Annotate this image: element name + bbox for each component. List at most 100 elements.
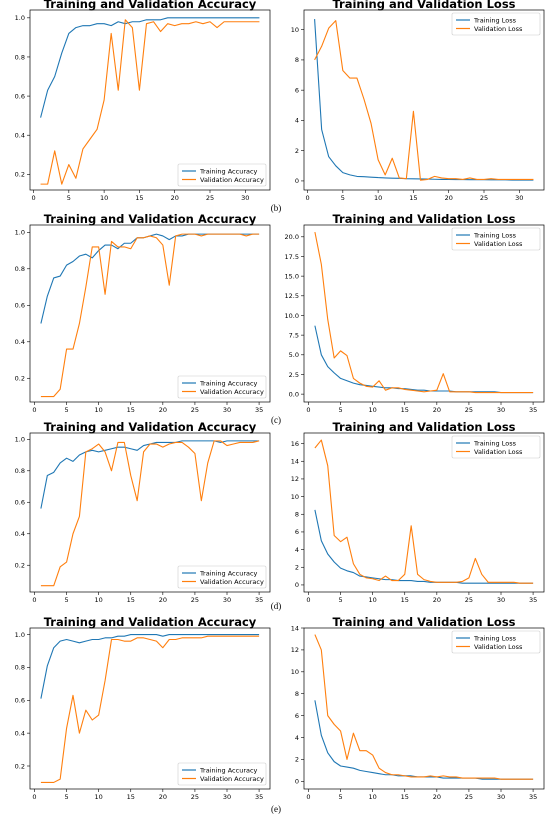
- x-tick-label: 10: [369, 596, 377, 604]
- legend-box: [177, 163, 267, 187]
- x-tick-label: 5: [339, 793, 343, 801]
- legend-label: Validation Loss: [474, 240, 523, 248]
- x-tick-label: 35: [529, 793, 537, 801]
- x-tick-label: 0: [31, 194, 35, 202]
- x-tick-label: 35: [255, 793, 263, 801]
- x-tick-label: 20: [433, 793, 441, 801]
- chart-2: Training and Validation Accuracy 0 5 10 15 20…: [15, 212, 271, 414]
- series-line-validation: [40, 19, 260, 185]
- legend-label: Validation Accuracy: [200, 388, 264, 396]
- y-tick-label: 0.8: [15, 265, 25, 273]
- legend-label: Validation Accuracy: [200, 775, 264, 783]
- series-line-training: [314, 700, 534, 780]
- y-tick-label: 2: [295, 756, 299, 764]
- legend-box: [177, 762, 267, 786]
- y-tick-label: 4: [295, 734, 299, 742]
- x-tick-label: 35: [255, 406, 263, 414]
- series-line-training: [40, 233, 260, 324]
- series-line-validation: [40, 233, 260, 398]
- chart-3: Training and Validation Loss 0 5 10 15 20 25 30…: [285, 212, 545, 414]
- x-tick-label: 30: [223, 596, 231, 604]
- chart-4: Training and Validation Accuracy 0 5 10 15 20…: [15, 420, 271, 604]
- chart-title: Training and Validation Accuracy: [44, 0, 257, 11]
- y-tick-label: 0.4: [15, 729, 25, 737]
- legend-box: [177, 375, 267, 399]
- x-tick-label: 0: [306, 406, 310, 414]
- legend-label: Training Loss: [473, 634, 517, 642]
- x-tick-label: 20: [433, 406, 441, 414]
- plot-frame: [303, 9, 545, 191]
- x-tick-label: 0: [32, 406, 36, 414]
- legend-label: Training Accuracy: [199, 167, 258, 175]
- y-tick-label: 7.5: [289, 331, 299, 339]
- plot-frame: [29, 224, 271, 403]
- legend-label: Validation Loss: [474, 448, 523, 456]
- y-tick-label: 0.2: [15, 762, 25, 770]
- x-tick-label: 10: [95, 793, 103, 801]
- y-tick-label: 1.0: [15, 436, 25, 444]
- chart-title: Training and Validation Accuracy: [44, 420, 257, 434]
- x-tick-label: 25: [465, 793, 473, 801]
- y-tick-label: 6: [295, 86, 299, 94]
- caption-c: (c): [271, 415, 281, 425]
- y-tick-label: 4: [295, 117, 299, 125]
- y-tick-label: 0.6: [15, 302, 25, 310]
- series-line-training: [40, 634, 260, 699]
- legend-label: Training Loss: [473, 16, 517, 24]
- chart-0: Training and Validation Accuracy 0 5 10 15 20…: [15, 0, 271, 202]
- legend-box: [451, 435, 541, 459]
- y-tick-label: 14: [291, 458, 299, 466]
- x-tick-label: 20: [159, 793, 167, 801]
- plot-frame: [29, 9, 271, 191]
- chart-title: Training and Validation Accuracy: [44, 212, 257, 226]
- y-tick-label: 0.2: [15, 562, 25, 570]
- y-tick-label: 6: [295, 712, 299, 720]
- y-tick-label: 2.5: [289, 371, 299, 379]
- legend-box: [451, 12, 541, 36]
- x-tick-label: 15: [409, 194, 417, 202]
- plot-frame: [29, 627, 271, 790]
- x-tick-label: 15: [135, 194, 143, 202]
- y-tick-label: 4: [295, 546, 299, 554]
- x-tick-label: 25: [206, 194, 214, 202]
- series-line-validation: [40, 440, 260, 587]
- y-tick-label: 8: [295, 511, 299, 519]
- x-tick-label: 5: [65, 406, 69, 414]
- x-tick-label: 20: [171, 194, 179, 202]
- x-tick-label: 5: [341, 194, 345, 202]
- y-tick-label: 20.0: [285, 233, 299, 241]
- series-line-validation: [40, 635, 260, 783]
- x-tick-label: 30: [223, 793, 231, 801]
- y-tick-label: 17.5: [285, 253, 299, 261]
- y-tick-label: 0.0: [289, 390, 299, 398]
- legend-box: [177, 565, 267, 589]
- x-tick-label: 0: [306, 596, 310, 604]
- legend-box: [451, 227, 541, 251]
- y-tick-label: 0.6: [15, 92, 25, 100]
- series-line-validation: [314, 20, 534, 181]
- series-line-training: [40, 440, 260, 509]
- y-tick-label: 10: [291, 26, 299, 34]
- series-line-validation: [314, 634, 534, 780]
- x-tick-label: 30: [223, 406, 231, 414]
- x-tick-label: 20: [433, 596, 441, 604]
- y-tick-label: 10.0: [285, 312, 299, 320]
- x-tick-label: 0: [305, 194, 309, 202]
- x-tick-label: 5: [67, 194, 71, 202]
- y-tick-label: 0.6: [15, 697, 25, 705]
- y-tick-label: 12.5: [285, 292, 299, 300]
- x-tick-label: 30: [497, 406, 505, 414]
- x-tick-label: 35: [255, 596, 263, 604]
- caption-b: (b): [271, 203, 282, 213]
- x-tick-label: 25: [191, 793, 199, 801]
- legend-label: Validation Loss: [474, 643, 523, 651]
- x-tick-label: 10: [95, 406, 103, 414]
- y-tick-label: 0: [295, 778, 299, 786]
